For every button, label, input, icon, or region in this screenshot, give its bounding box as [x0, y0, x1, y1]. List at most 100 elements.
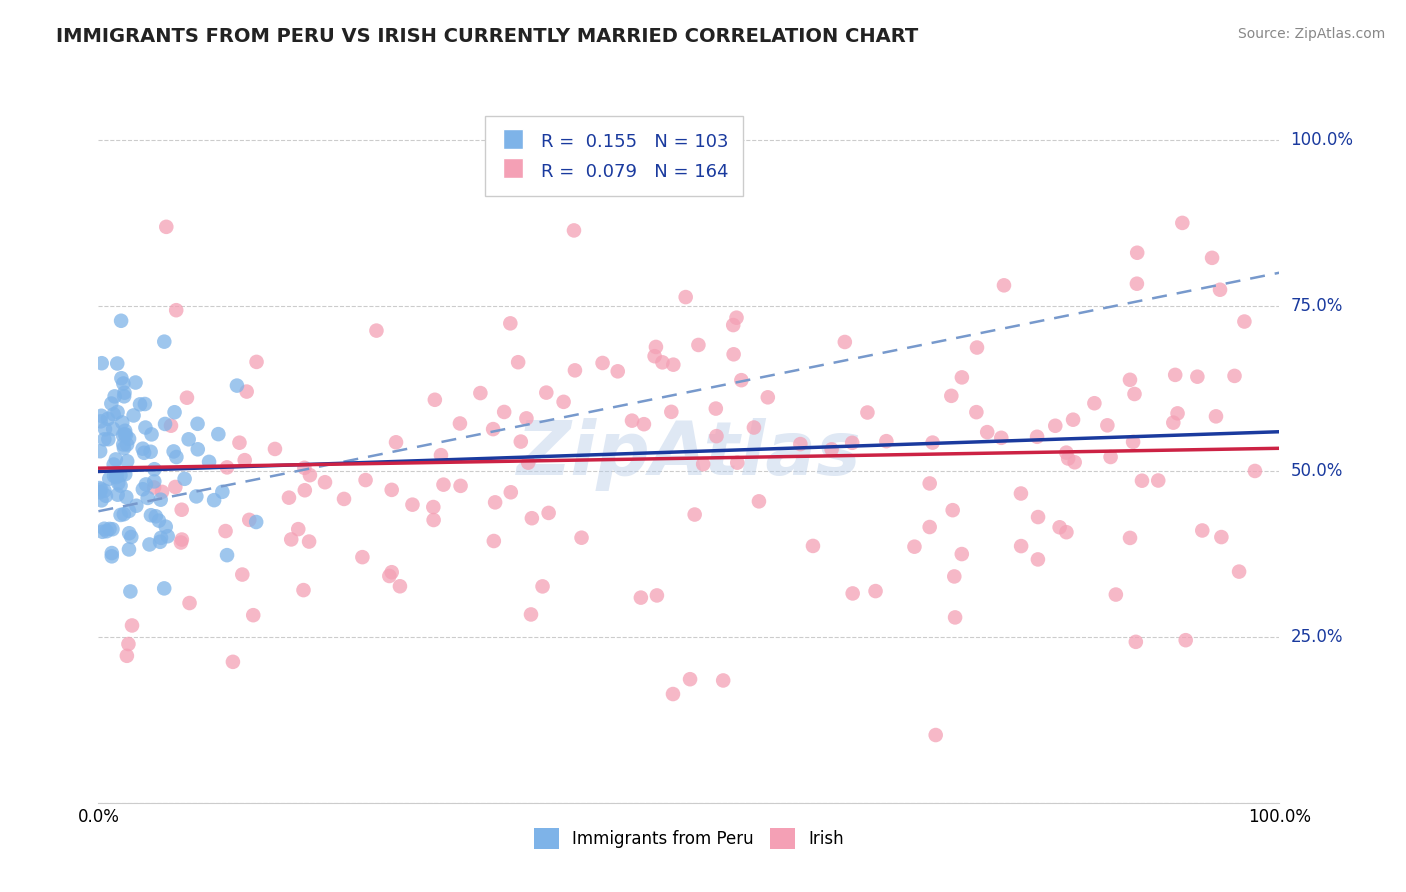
Point — [292, 460, 315, 475]
Point — [202, 493, 225, 508]
Point — [112, 507, 135, 521]
Point — [875, 434, 897, 449]
Point — [756, 390, 779, 404]
Point — [187, 442, 209, 457]
Point — [136, 491, 159, 505]
Point — [104, 389, 127, 403]
Point — [1163, 416, 1185, 430]
Point — [101, 546, 124, 560]
Point — [606, 364, 628, 378]
Point — [165, 303, 187, 318]
Point — [134, 420, 156, 434]
Point — [659, 405, 682, 419]
Point — [134, 446, 156, 460]
Point — [1167, 406, 1189, 420]
Point — [226, 378, 249, 392]
Point — [1045, 418, 1067, 433]
Point — [423, 392, 446, 407]
Point — [231, 567, 253, 582]
Point — [651, 355, 673, 369]
Point — [450, 479, 472, 493]
Point — [115, 648, 138, 663]
Point — [110, 371, 132, 385]
Point — [531, 579, 554, 593]
Point — [993, 278, 1015, 293]
Point — [105, 470, 128, 484]
Point — [118, 504, 141, 518]
Point — [662, 687, 685, 701]
Point — [125, 499, 148, 513]
Point — [117, 637, 139, 651]
Point — [90, 414, 112, 428]
Point — [333, 491, 356, 506]
Point — [422, 513, 444, 527]
Point — [179, 596, 201, 610]
Point — [177, 432, 200, 446]
Point — [1122, 434, 1144, 449]
Point — [118, 542, 141, 557]
Text: Source: ZipAtlas.com: Source: ZipAtlas.com — [1237, 27, 1385, 41]
Text: 50.0%: 50.0% — [1291, 462, 1343, 481]
Point — [101, 522, 124, 536]
Point — [143, 475, 166, 489]
Point — [132, 482, 155, 496]
Point — [1083, 396, 1105, 410]
Point — [107, 405, 129, 419]
Point — [1233, 314, 1256, 328]
Point — [950, 547, 973, 561]
Point — [242, 608, 264, 623]
Point — [215, 548, 238, 562]
Point — [103, 422, 125, 436]
Point — [564, 363, 586, 377]
Point — [170, 533, 193, 547]
Point — [115, 428, 138, 442]
Point — [644, 349, 666, 363]
Point — [692, 457, 714, 471]
Point — [1164, 368, 1187, 382]
Point — [120, 584, 142, 599]
Point — [385, 435, 408, 450]
Point — [93, 522, 115, 536]
Point — [381, 565, 404, 579]
Point — [214, 524, 236, 538]
Point — [1063, 455, 1085, 469]
Point — [98, 522, 121, 536]
Point — [278, 491, 301, 505]
Point — [103, 469, 125, 483]
Point — [1125, 635, 1147, 649]
Point — [93, 483, 115, 498]
Point — [918, 476, 941, 491]
Point — [104, 452, 127, 467]
Point — [865, 584, 887, 599]
Point — [118, 432, 141, 446]
Point — [97, 432, 120, 446]
Point — [287, 522, 309, 536]
Point — [98, 472, 121, 486]
Point — [105, 357, 128, 371]
Point — [499, 485, 522, 500]
Point — [222, 655, 245, 669]
Point — [298, 468, 321, 483]
Point — [93, 433, 115, 447]
Point — [943, 569, 966, 583]
Point — [120, 530, 142, 544]
Point — [965, 405, 987, 419]
Point — [107, 476, 129, 491]
Point — [821, 442, 844, 457]
Point — [515, 411, 537, 425]
Point — [789, 437, 811, 451]
Point — [292, 583, 315, 598]
Point — [228, 435, 250, 450]
Point — [1191, 524, 1213, 538]
Point — [94, 489, 117, 503]
Point — [238, 513, 260, 527]
Point — [90, 356, 112, 370]
Point — [706, 429, 728, 443]
Point — [509, 434, 531, 449]
Point — [264, 442, 287, 456]
Point — [1126, 277, 1149, 291]
Point — [100, 549, 122, 564]
Point — [1097, 418, 1119, 433]
Point — [1223, 368, 1246, 383]
Point — [138, 537, 160, 551]
